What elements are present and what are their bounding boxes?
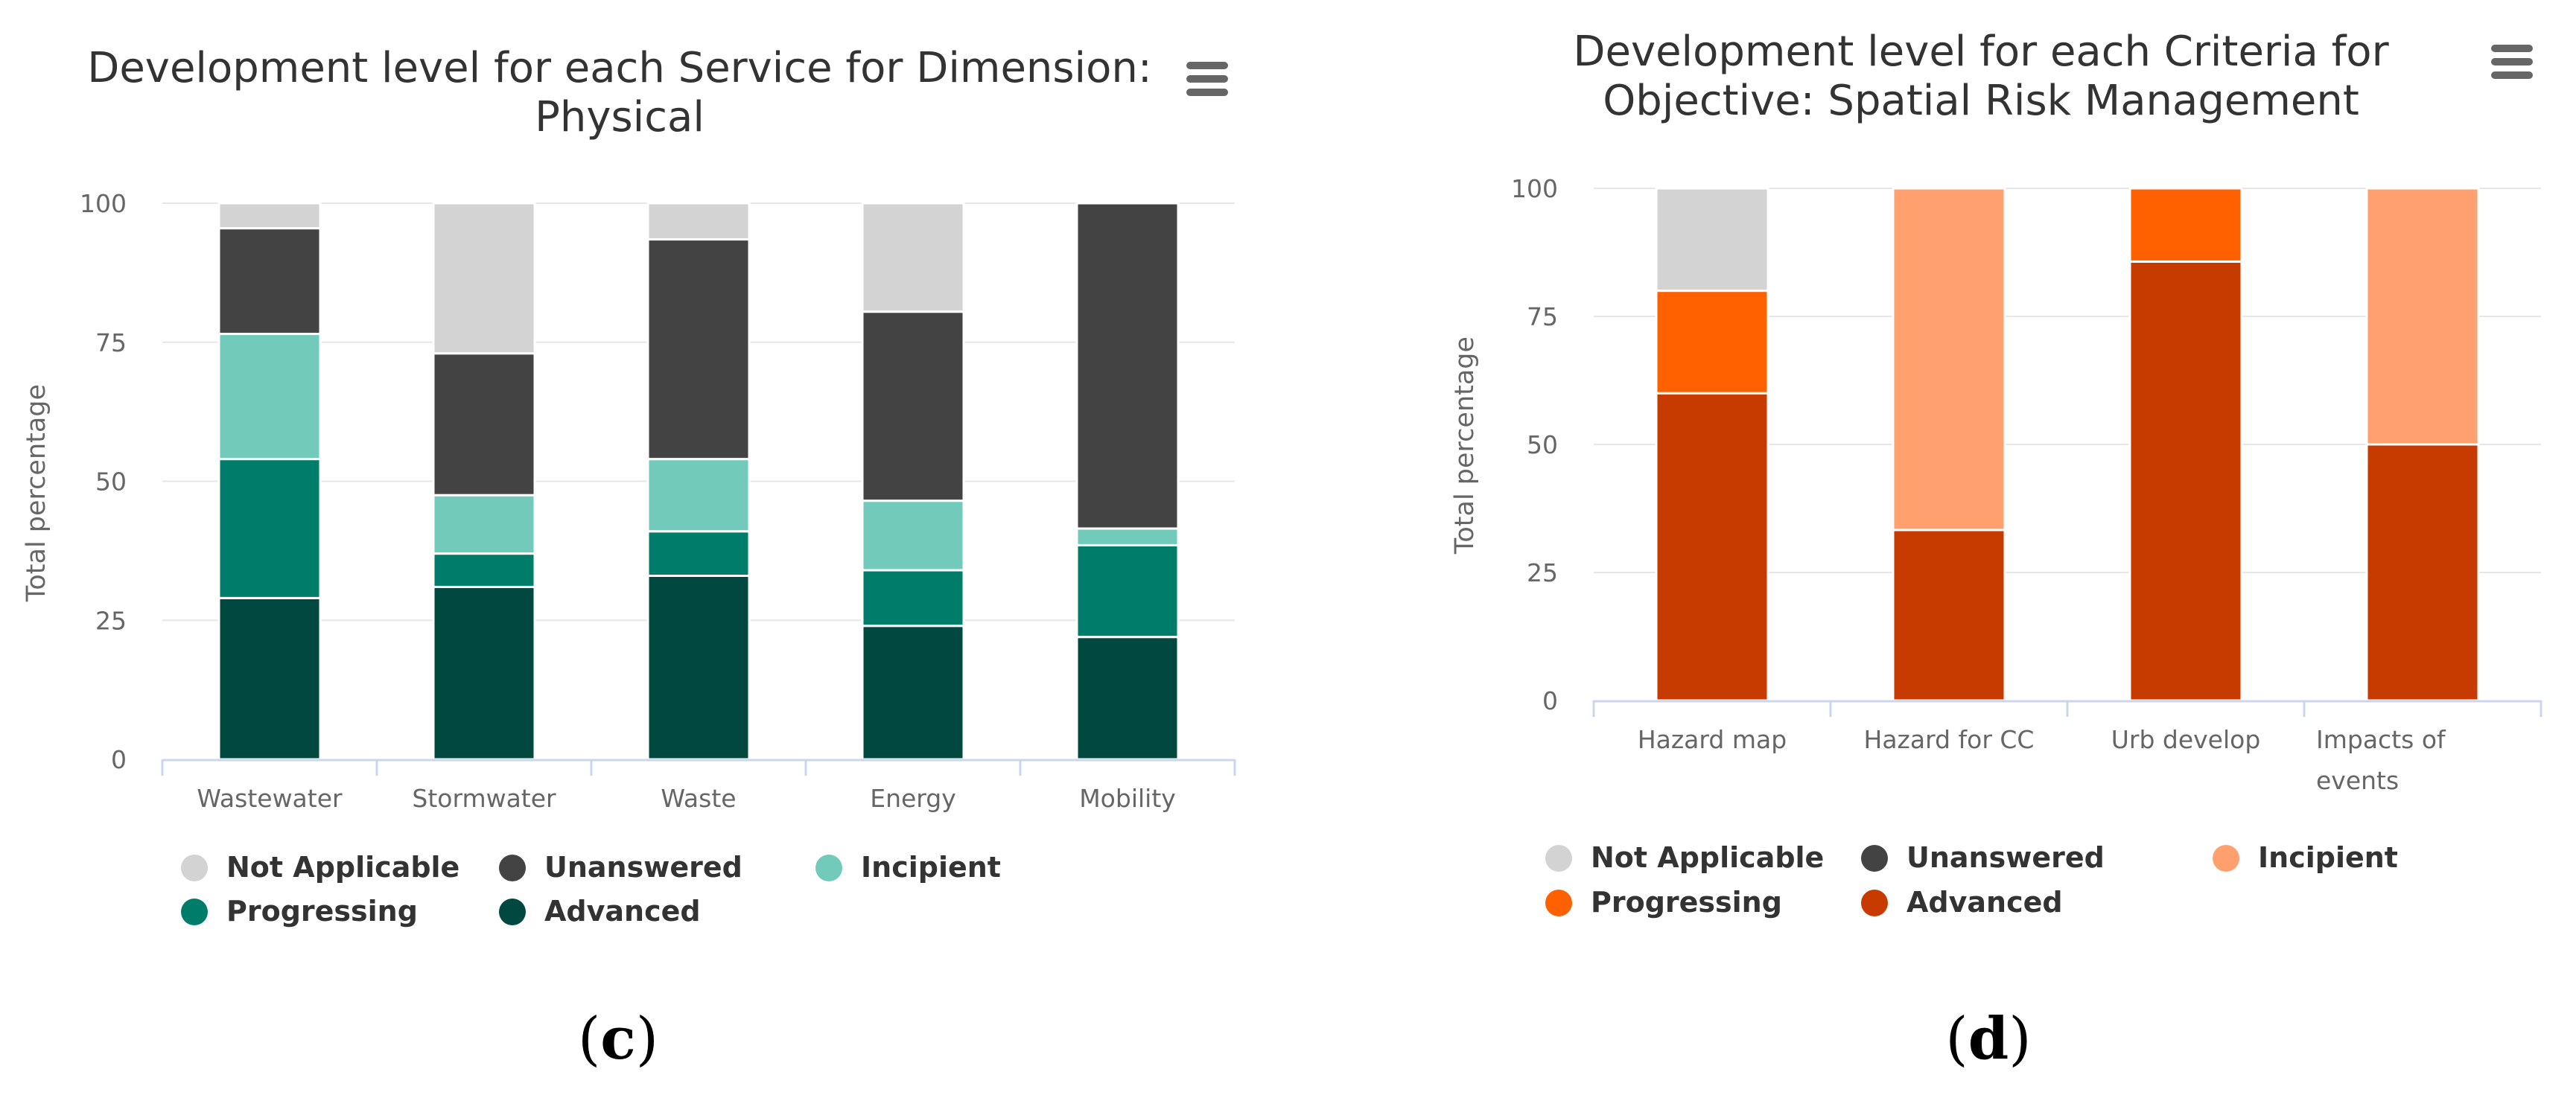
bar-d-urb-develop-advanced[interactable] [2128,260,2243,702]
chart-d-y-tick-25: 25 [1527,558,1558,587]
bar-c-wastewater-not-applicable[interactable] [217,202,322,230]
bar-c-waste-incipient[interactable] [646,458,751,533]
bar-c-energy-advanced[interactable] [861,625,965,761]
chart-c-legend-advanced[interactable]: Advanced [499,895,701,928]
chart-d-x-tick-hazard-map: Hazard map [1638,725,1787,754]
chart-d-y-tick-100: 100 [1511,174,1558,203]
bar-c-waste-advanced[interactable] [646,574,751,761]
legend-label: Progressing [226,895,418,928]
bar-d-urb-develop-progressing[interactable] [2128,187,2243,263]
chart-d-y-tick-50: 50 [1527,430,1558,459]
chart-d-legend-incipient[interactable]: Incipient [2213,841,2398,874]
chart-d-x-tick-impacts-of-events: Impacts of events [2316,725,2446,795]
bar-c-wastewater-advanced[interactable] [217,596,322,761]
bar-c-stormwater-incipient[interactable] [432,494,536,555]
chart-d: Development level for each Criteria for … [1450,28,2542,1073]
chart-c-legend-incipient[interactable]: Incipient [815,851,1001,884]
chart-d-x-tick-hazard-for-cc: Hazard for CC [1864,725,2035,754]
chart-d-y-axis-label: Total percentage [1450,336,1480,555]
legend-label: Advanced [544,895,701,928]
legend-label: Incipient [861,851,1001,884]
chart-d-title-line-1: Development level for each Criteria for [1573,28,2389,76]
bar-d-hazard-map-advanced[interactable] [1655,392,1769,702]
legend-label: Not Applicable [226,851,459,884]
chart-c-x-tick-mobility: Mobility [1079,784,1176,813]
chart-d-legend-unanswered[interactable]: Unanswered [1861,841,2105,874]
legend-label: Unanswered [544,851,742,884]
bar-d-impacts-of-events-incipient[interactable] [2365,187,2480,446]
chart-d-y-tick-75: 75 [1527,302,1558,331]
chart-c: Development level for each Service for D… [22,44,1236,1073]
legend-label: Incipient [2258,841,2398,874]
bar-d-hazard-map-not-applicable[interactable] [1655,187,1769,293]
chart-c-y-tick-100: 100 [80,189,127,218]
chart-c-y-tick-75: 75 [95,328,127,357]
chart-d-menu-icon[interactable] [2491,45,2533,79]
bar-c-energy-unanswered[interactable] [861,310,965,502]
bar-c-waste-progressing[interactable] [646,530,751,577]
bar-c-mobility-progressing[interactable] [1075,543,1180,639]
bar-d-hazard-map-progressing[interactable] [1655,290,1769,395]
chart-c-y-axis-label: Total percentage [22,384,51,602]
bar-d-hazard-for-cc-advanced[interactable] [1892,529,2006,702]
chart-c-y-tick-50: 50 [95,467,127,497]
legend-marker-icon [499,855,526,881]
bar-c-waste-unanswered[interactable] [646,238,751,461]
bar-c-energy-not-applicable[interactable] [861,202,965,313]
bar-c-stormwater-progressing[interactable] [432,552,536,588]
chart-c-legend-not-applicable[interactable]: Not Applicable [181,851,459,884]
chart-c-title-line-2: Physical [535,93,705,141]
bar-c-stormwater-unanswered[interactable] [432,352,536,497]
chart-c-x-tick-wastewater: Wastewater [197,784,343,813]
legend-label: Not Applicable [1591,841,1824,874]
chart-c-x-tick-energy: Energy [870,784,956,813]
bar-c-wastewater-progressing[interactable] [217,458,322,599]
bar-c-wastewater-incipient[interactable] [217,333,322,461]
legend-marker-icon [499,899,526,925]
legend-marker-icon [181,899,208,925]
bar-c-mobility-incipient[interactable] [1075,527,1180,546]
bar-d-impacts-of-events-advanced[interactable] [2365,443,2480,702]
chart-d-y-tick-0: 0 [1542,686,1558,715]
chart-d-x-tick-urb-develop: Urb develop [2111,725,2261,754]
bar-c-stormwater-advanced[interactable] [432,585,536,761]
bar-c-stormwater-not-applicable[interactable] [432,202,536,355]
chart-d-caption: (d) [1945,1005,2031,1073]
bar-c-energy-progressing[interactable] [861,569,965,628]
chart-c-x-tick-waste: Waste [661,784,736,813]
bar-c-energy-incipient[interactable] [861,500,965,572]
chart-d-legend-not-applicable[interactable]: Not Applicable [1545,841,1824,874]
legend-marker-icon [2213,845,2239,872]
legend-marker-icon [181,855,208,881]
chart-c-caption: (c) [578,1005,658,1073]
legend-label: Unanswered [1906,841,2105,874]
chart-d-title-line-2: Objective: Spatial Risk Management [1603,77,2359,125]
chart-d-legend-progressing[interactable]: Progressing [1545,886,1782,919]
legend-label: Progressing [1591,886,1782,919]
chart-c-x-tick-stormwater: Stormwater [412,784,556,813]
legend-label: Advanced [1906,886,2063,919]
legend-marker-icon [1861,845,1888,872]
bar-c-mobility-unanswered[interactable] [1075,202,1180,530]
legend-marker-icon [815,855,842,881]
bar-c-waste-not-applicable[interactable] [646,202,751,241]
chart-c-legend-unanswered[interactable]: Unanswered [499,851,742,884]
bar-d-hazard-for-cc-incipient[interactable] [1892,187,2006,532]
chart-c-legend-progressing[interactable]: Progressing [181,895,418,928]
legend-marker-icon [1545,890,1572,916]
chart-d-legend-advanced[interactable]: Advanced [1861,886,2063,919]
chart-c-y-tick-0: 0 [111,745,127,774]
chart-c-title-line-1: Development level for each Service for D… [87,44,1152,92]
bar-c-wastewater-unanswered[interactable] [217,227,322,336]
bar-c-mobility-advanced[interactable] [1075,636,1180,761]
chart-c-menu-icon[interactable] [1186,62,1228,96]
legend-marker-icon [1861,890,1888,916]
chart-c-y-tick-25: 25 [95,606,127,635]
legend-marker-icon [1545,845,1572,872]
